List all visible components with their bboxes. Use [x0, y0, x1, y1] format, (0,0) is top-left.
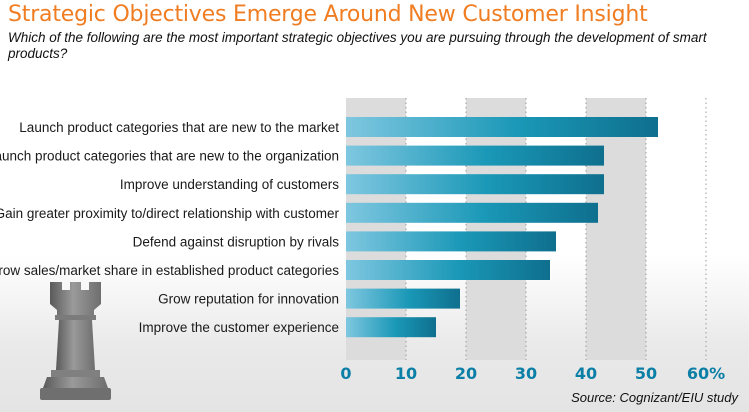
category-label: Grow sales/market share in established p…: [0, 263, 339, 278]
bar: [346, 260, 550, 280]
x-tick-label: 10: [395, 364, 417, 383]
category-label: Gain greater proximity to/direct relatio…: [0, 206, 340, 221]
x-tick-label: 0: [340, 364, 351, 383]
bar: [346, 231, 556, 252]
bar: [346, 288, 460, 309]
bar: [346, 317, 436, 338]
bar: [346, 117, 658, 137]
category-label: Grow reputation for innovation: [158, 292, 339, 307]
x-tick-label: 40: [575, 364, 597, 383]
x-tick-label: 30: [515, 364, 537, 383]
category-label: Defend against disruption by rivals: [133, 234, 340, 249]
x-tick-label: 20: [455, 364, 477, 383]
category-label: Improve the customer experience: [139, 320, 339, 335]
grid-band: [346, 98, 406, 360]
source-note: Source: Cognizant/EIU study: [571, 390, 738, 405]
bar: [346, 174, 604, 195]
grid-band: [466, 98, 526, 360]
grid-band: [586, 98, 646, 360]
category-label: Improve understanding of customers: [120, 177, 339, 192]
chart-title: Strategic Objectives Emerge Around New C…: [8, 2, 648, 27]
bar: [346, 145, 604, 166]
chart-subtitle: Which of the following are the most impo…: [8, 30, 707, 61]
category-label: Launch product categories that are new t…: [19, 120, 339, 135]
x-tick-label: 60%: [687, 364, 725, 383]
x-tick-label: 50: [635, 364, 657, 383]
chess-rook-icon: [38, 282, 113, 407]
bar: [346, 202, 598, 223]
category-label: Launch product categories that are new t…: [0, 149, 339, 164]
